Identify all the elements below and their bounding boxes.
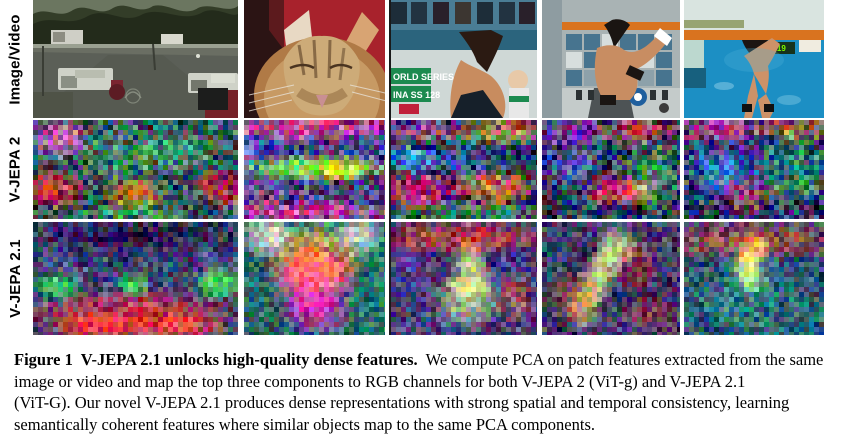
svg-text:INA SS 128: INA SS 128 bbox=[393, 90, 440, 100]
